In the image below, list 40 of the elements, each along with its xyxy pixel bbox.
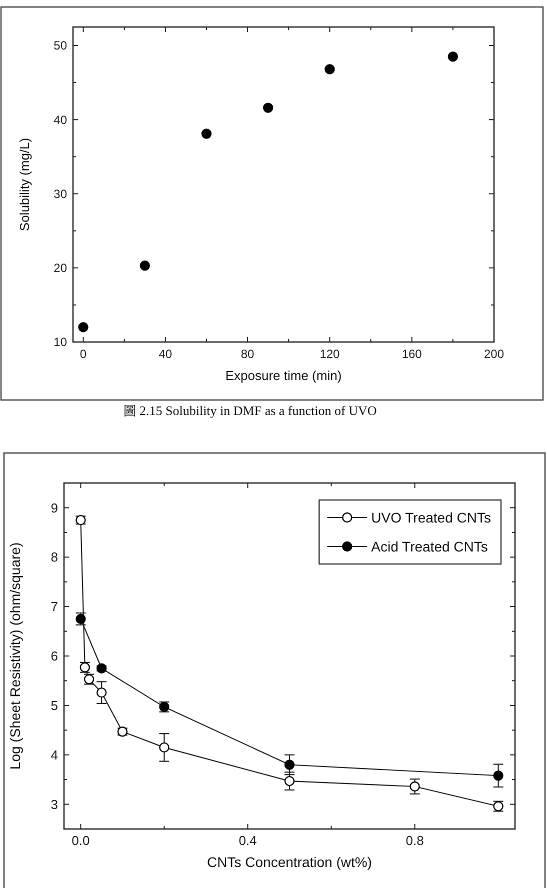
y-tick-label: 20 [54, 261, 68, 276]
y-tick-label: 9 [50, 500, 58, 516]
legend-label: Acid Treated CNTs [371, 538, 488, 554]
point [493, 770, 504, 781]
legend-label: UVO Treated CNTs [371, 510, 491, 526]
point [78, 322, 88, 332]
y-tick-label: 5 [50, 698, 58, 713]
y-tick-label: 40 [54, 112, 68, 127]
x-tick-label: 160 [402, 347, 422, 361]
point [201, 128, 212, 139]
point [159, 742, 170, 753]
point [410, 781, 420, 792]
x-tick-label: 200 [484, 347, 504, 361]
y-axis-title: Log (Sheet Resistivity) (ohm/square) [7, 542, 23, 770]
y-tick-label: 50 [54, 38, 68, 53]
point [140, 260, 150, 271]
y-axis-title: Solubility (mg/L) [17, 138, 32, 232]
point [284, 760, 295, 770]
y-tick-label: 6 [50, 648, 58, 664]
point [263, 102, 274, 113]
y-tick-label: 30 [54, 186, 68, 201]
x-tick-label: 0.8 [406, 833, 424, 848]
x-tick-label: 0 [80, 347, 87, 361]
point [324, 64, 335, 74]
x-axis-title: CNTs Concentration (wt%) [207, 854, 372, 870]
x-tick-label: 0.0 [72, 833, 90, 848]
y-tick-label: 3 [50, 796, 58, 812]
x-tick-label: 80 [240, 347, 255, 361]
y-tick-label: 10 [54, 335, 68, 350]
x-tick-label: 40 [158, 347, 172, 361]
y-tick-label: 8 [50, 550, 58, 565]
x-axis-title: Exposure time (min) [225, 368, 342, 383]
point [96, 687, 107, 698]
point [284, 776, 295, 786]
x-tick-label: 120 [320, 347, 340, 361]
x-tick-label: 0.4 [238, 833, 257, 848]
point [448, 52, 458, 62]
y-tick-label: 4 [50, 747, 58, 762]
caption: 圖 2.15 Solubility in DMF as a function of UVO [123, 403, 377, 418]
y-tick-label: 7 [50, 599, 58, 614]
